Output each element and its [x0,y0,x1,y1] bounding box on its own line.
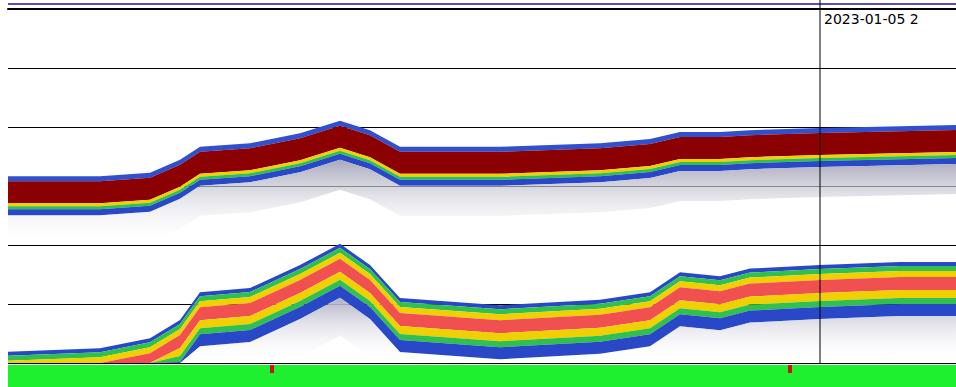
svg-text:2023-01-05 2: 2023-01-05 2 [824,11,919,27]
